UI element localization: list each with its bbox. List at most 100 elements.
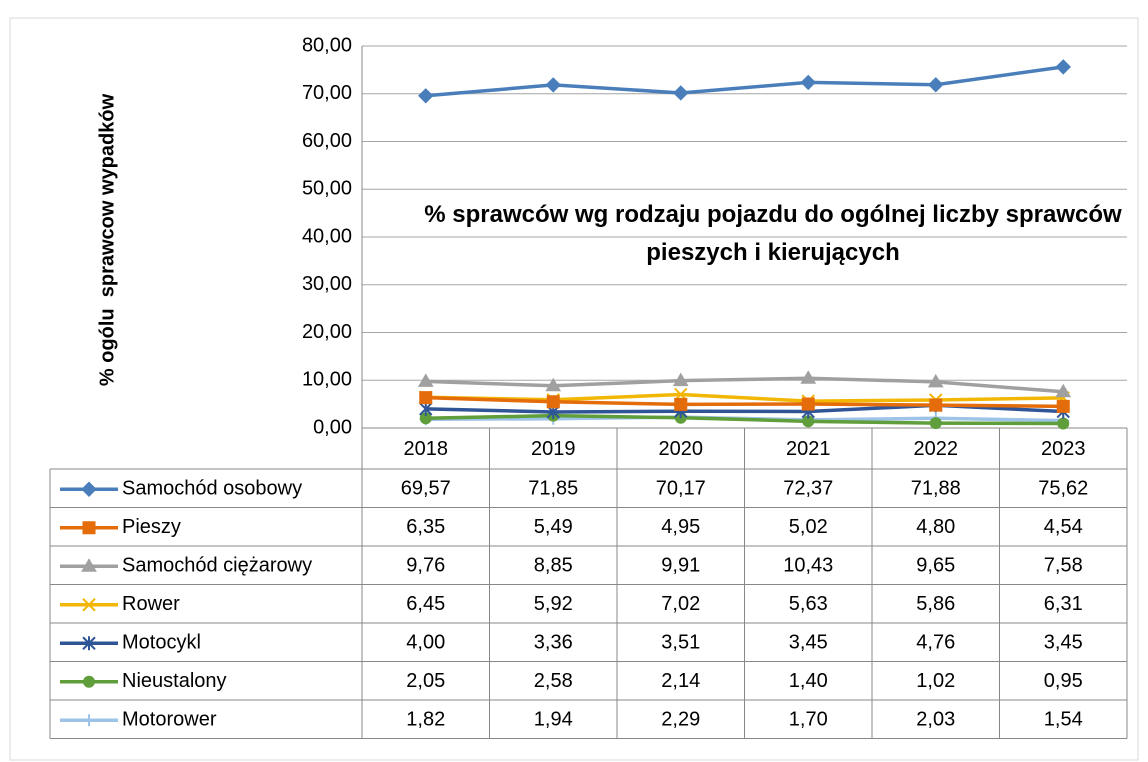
legend-label: Samochód ciężarowy bbox=[122, 555, 312, 577]
series-line bbox=[425, 376, 1064, 394]
table-value: 6,45 bbox=[406, 593, 445, 615]
data-point bbox=[800, 74, 816, 91]
table-value: 7,02 bbox=[661, 593, 700, 615]
data-point bbox=[545, 377, 562, 392]
table-value: 2,58 bbox=[534, 670, 573, 692]
table-value: 7,58 bbox=[1044, 555, 1083, 577]
table-value: 1,40 bbox=[789, 670, 828, 692]
table-value: 4,76 bbox=[916, 632, 955, 654]
table-value: 4,95 bbox=[661, 516, 700, 538]
y-tick-label: 0,00 bbox=[313, 416, 352, 438]
table-value: 6,35 bbox=[406, 516, 445, 538]
data-point bbox=[928, 77, 944, 93]
series-line bbox=[425, 392, 1064, 403]
data-point bbox=[1055, 59, 1071, 75]
y-tick-label: 40,00 bbox=[302, 225, 352, 247]
table-value: 3,36 bbox=[534, 632, 573, 654]
legend-label: Nieustalony bbox=[122, 670, 227, 692]
table-value: 4,54 bbox=[1044, 516, 1083, 538]
x-tick-label: 2023 bbox=[1041, 438, 1086, 460]
chart-title: % sprawców wg rodzaju pojazdu do ogólnej… bbox=[424, 201, 1122, 266]
y-tick-label: 60,00 bbox=[302, 130, 352, 152]
table-value: 9,76 bbox=[406, 555, 445, 577]
data-point bbox=[673, 85, 689, 101]
y-tick-label: 70,00 bbox=[302, 82, 352, 104]
table-value: 9,91 bbox=[661, 555, 700, 577]
table-value: 72,37 bbox=[783, 478, 833, 500]
data-point bbox=[802, 415, 815, 428]
y-tick-label: 30,00 bbox=[302, 273, 352, 295]
data-point bbox=[419, 412, 432, 425]
table-value: 0,95 bbox=[1044, 670, 1083, 692]
legend-marker bbox=[83, 714, 95, 727]
data-point bbox=[674, 397, 688, 411]
data-point bbox=[419, 391, 433, 405]
data-point bbox=[1055, 383, 1072, 398]
table-value: 2,29 bbox=[661, 709, 700, 731]
data-point bbox=[1056, 399, 1070, 413]
legend-label: Samochód osobowy bbox=[122, 478, 302, 500]
table-value: 4,80 bbox=[916, 516, 955, 538]
data-point bbox=[672, 372, 689, 387]
table-value: 71,88 bbox=[911, 478, 961, 500]
series-line bbox=[425, 395, 1064, 409]
table-value: 5,63 bbox=[789, 593, 828, 615]
legend-label: Motorower bbox=[122, 709, 217, 731]
legend-marker bbox=[82, 636, 96, 651]
x-tick-label: 2019 bbox=[531, 438, 576, 460]
data-point bbox=[929, 398, 943, 412]
data-point bbox=[546, 395, 560, 409]
table-value: 71,85 bbox=[528, 478, 578, 500]
legend-marker bbox=[81, 558, 97, 572]
table-value: 1,82 bbox=[406, 709, 445, 731]
x-tick-label: 2022 bbox=[914, 438, 959, 460]
data-point bbox=[1057, 417, 1070, 430]
y-tick-label: 10,00 bbox=[302, 369, 352, 391]
legend-label: Pieszy bbox=[122, 516, 181, 538]
data-point bbox=[417, 373, 434, 387]
x-tick-label: 2020 bbox=[659, 438, 704, 460]
data-point bbox=[545, 77, 561, 93]
x-tick-label: 2021 bbox=[786, 438, 831, 460]
table-value: 4,00 bbox=[406, 632, 445, 654]
legend-marker bbox=[82, 598, 96, 612]
table-value: 1,70 bbox=[789, 709, 828, 731]
table-value: 75,62 bbox=[1038, 478, 1088, 500]
table-value: 3,45 bbox=[1044, 632, 1083, 654]
legend-label: Rower bbox=[122, 593, 180, 615]
table-value: 8,85 bbox=[534, 555, 573, 577]
table-value: 5,02 bbox=[789, 516, 828, 538]
table-value: 1,54 bbox=[1044, 709, 1083, 731]
legend-marker bbox=[83, 675, 95, 688]
data-point bbox=[801, 397, 815, 411]
y-tick-label: 80,00 bbox=[302, 34, 352, 56]
series-line bbox=[425, 413, 1064, 426]
table-value: 1,94 bbox=[534, 709, 573, 731]
y-tick-label: 20,00 bbox=[302, 321, 352, 343]
table-value: 9,65 bbox=[916, 555, 955, 577]
table-value: 2,05 bbox=[406, 670, 445, 692]
data-point bbox=[800, 370, 817, 384]
table-value: 5,92 bbox=[534, 593, 573, 615]
table-value: 69,57 bbox=[401, 478, 451, 500]
data-point bbox=[927, 373, 944, 388]
legend-marker bbox=[82, 521, 96, 535]
data-point bbox=[418, 88, 434, 104]
table-value: 3,45 bbox=[789, 632, 828, 654]
table-value: 70,17 bbox=[656, 478, 706, 500]
table-value: 2,14 bbox=[661, 670, 700, 692]
table-value: 1,02 bbox=[916, 670, 955, 692]
series-line bbox=[425, 65, 1064, 98]
table-value: 5,86 bbox=[916, 593, 955, 615]
table-value: 6,31 bbox=[1044, 593, 1083, 615]
data-point bbox=[419, 401, 433, 416]
y-tick-label: 50,00 bbox=[302, 178, 352, 200]
table-value: 5,49 bbox=[534, 516, 573, 538]
table-value: 10,43 bbox=[783, 555, 833, 577]
legend-marker bbox=[81, 481, 97, 497]
table-value: 2,03 bbox=[916, 709, 955, 731]
y-axis-title: % ogólu sprawcow wypadków bbox=[96, 93, 118, 386]
x-tick-label: 2018 bbox=[404, 438, 449, 460]
